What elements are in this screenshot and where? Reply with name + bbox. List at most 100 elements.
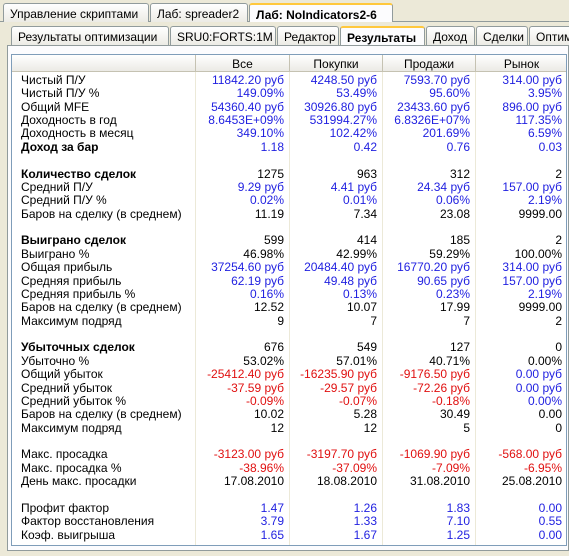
tab[interactable]: Результаты оптимизации bbox=[11, 26, 169, 45]
cell-value: 59.29% bbox=[429, 246, 470, 261]
cell-value: -37.59 руб bbox=[227, 380, 284, 395]
cell-value: 185 bbox=[449, 233, 470, 248]
cell-value: 10.02 bbox=[253, 407, 284, 422]
row-label: Баров на сделку (в среднем) bbox=[21, 407, 182, 422]
row-label: Средний П/У % bbox=[21, 193, 107, 208]
row-label: Средняя прибыль % bbox=[21, 286, 136, 301]
cell-value: 0.03 bbox=[538, 139, 562, 154]
row-label: Средний П/У bbox=[21, 179, 93, 194]
column-divider bbox=[195, 72, 196, 545]
cell-value: 46.98% bbox=[243, 246, 284, 261]
cell-value: 314.00 руб bbox=[502, 260, 562, 275]
cell-value: 17.99 bbox=[439, 300, 470, 315]
cell-value: 117.35% bbox=[515, 113, 562, 128]
cell-value: 0.76 bbox=[446, 139, 470, 154]
cell-value: 549 bbox=[356, 340, 377, 355]
cell-value: -37.09% bbox=[332, 460, 377, 475]
cell-value: 127 bbox=[449, 340, 470, 355]
column-divider bbox=[289, 72, 290, 545]
cell-value: -3197.70 руб bbox=[306, 447, 377, 462]
cell-value: 2 bbox=[555, 166, 562, 181]
cell-value: 53.49% bbox=[336, 86, 377, 101]
cell-value: 0.06% bbox=[435, 193, 470, 208]
cell-value: 1.25 bbox=[446, 527, 470, 542]
cell-value: -9176.50 руб bbox=[399, 367, 470, 382]
cell-value: 54360.40 руб bbox=[211, 99, 284, 114]
row-label: Убыточно % bbox=[21, 353, 90, 368]
tab[interactable]: Редактор bbox=[277, 26, 339, 45]
results-table: Все Покупки Продажи Рынок Чистый П/У 11842.20… bbox=[11, 54, 567, 546]
cell-value: 414 bbox=[356, 233, 377, 248]
row-label: Доходность в месяц bbox=[21, 126, 134, 141]
cell-value: 49.48 руб bbox=[324, 273, 377, 288]
cell-value: -6.95% bbox=[523, 460, 562, 475]
cell-value: -38.96% bbox=[239, 460, 284, 475]
tab[interactable]: Результаты bbox=[340, 26, 425, 45]
cell-value: 1.83 bbox=[446, 500, 470, 515]
cell-value: 4248.50 руб bbox=[310, 73, 377, 87]
cell-value: 23.08 bbox=[439, 206, 470, 221]
cell-value: 9999.00 bbox=[518, 206, 562, 221]
row-label: Чистый П/У bbox=[21, 73, 86, 87]
cell-value: 1.65 bbox=[260, 527, 284, 542]
row-label: Средний убыток % bbox=[21, 393, 127, 408]
cell-value: 3.79 bbox=[260, 514, 284, 529]
tab[interactable]: Оптим bbox=[529, 26, 569, 45]
tab[interactable]: Управление скриптами bbox=[3, 3, 149, 22]
tab[interactable]: Лаб: spreader2 bbox=[150, 3, 248, 22]
cell-value: 0.00 руб bbox=[515, 380, 562, 395]
top-tab-bar: Управление скриптами Лаб: spreader2 Лаб: N… bbox=[0, 0, 569, 22]
column-divider bbox=[382, 72, 383, 545]
tab[interactable]: SRU0:FORTS:1M bbox=[170, 26, 276, 45]
cell-value: 676 bbox=[263, 340, 284, 355]
row-label: Максимум подряд bbox=[21, 313, 122, 328]
cell-value: 30926.80 руб bbox=[304, 99, 377, 114]
cell-value: 7 bbox=[463, 313, 470, 328]
row-label: Коэф. выигрыша bbox=[21, 527, 116, 542]
cell-value: 0.00 bbox=[538, 527, 562, 542]
cell-value: 0 bbox=[555, 340, 562, 355]
cell-value: 20484.40 руб bbox=[304, 260, 377, 275]
row-label: Количество сделок bbox=[21, 166, 137, 181]
cell-value: 9999.00 bbox=[518, 300, 562, 315]
cell-value: 0.00 руб bbox=[515, 367, 562, 382]
cell-value: 31.08.2010 bbox=[409, 474, 470, 489]
cell-value: 90.65 руб bbox=[417, 273, 470, 288]
tab[interactable]: Лаб: NoIndicators2-6 bbox=[249, 3, 393, 22]
row-label: День макс. просадки bbox=[21, 474, 137, 489]
row-label: Макс. просадка % bbox=[21, 460, 122, 475]
column-header: Продажи bbox=[383, 55, 476, 72]
cell-value: 6.59% bbox=[527, 126, 562, 141]
row-label: Чистый П/У % bbox=[21, 86, 100, 101]
cell-value: 314.00 руб bbox=[502, 73, 562, 87]
tab[interactable]: Доход bbox=[426, 26, 475, 45]
row-label: Макс. просадка bbox=[21, 447, 108, 462]
cell-value: 312 bbox=[449, 166, 470, 181]
cell-value: 1275 bbox=[257, 166, 284, 181]
cell-value: -0.18% bbox=[431, 393, 470, 408]
cell-value: 95.60% bbox=[429, 86, 470, 101]
cell-value: -29.57 руб bbox=[320, 380, 377, 395]
cell-value: -72.26 руб bbox=[413, 380, 470, 395]
cell-value: 157.00 руб bbox=[502, 273, 562, 288]
column-header: Рынок bbox=[476, 55, 566, 72]
row-label: Баров на сделку (в среднем) bbox=[21, 206, 182, 221]
cell-value: 0.00 bbox=[538, 407, 562, 422]
cell-value: 4.41 руб bbox=[330, 179, 377, 194]
row-label: Общий убыток bbox=[21, 367, 103, 382]
cell-value: 5 bbox=[463, 420, 470, 435]
cell-value: 16770.20 руб bbox=[397, 260, 470, 275]
row-label: Общая прибыль bbox=[21, 260, 113, 275]
cell-value: 53.02% bbox=[243, 353, 284, 368]
cell-value: 0.01% bbox=[342, 193, 377, 208]
row-label: Профит фактор bbox=[21, 500, 110, 515]
cell-value: 1.47 bbox=[260, 500, 284, 515]
cell-value: -568.00 руб bbox=[498, 447, 562, 462]
cell-value: 2 bbox=[555, 233, 562, 248]
column-divider bbox=[475, 72, 476, 545]
cell-value: 0.00% bbox=[527, 393, 562, 408]
cell-value: 0.16% bbox=[249, 286, 284, 301]
tab[interactable]: Сделки bbox=[476, 26, 528, 45]
cell-value: 7593.70 руб bbox=[403, 73, 470, 87]
